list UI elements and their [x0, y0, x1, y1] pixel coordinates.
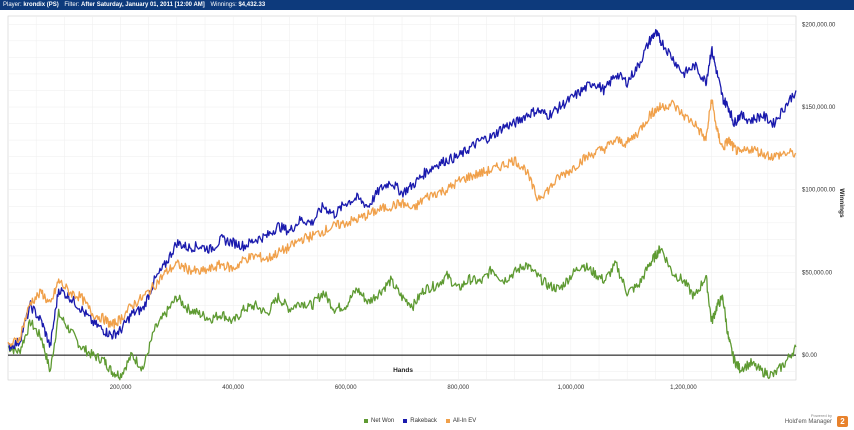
filter-label: Filter:	[64, 2, 80, 8]
branding: Powered by Hold'em Manager 2	[782, 413, 852, 429]
legend-item: Net Won	[364, 418, 394, 424]
legend-swatch	[364, 419, 368, 423]
filter-value: After Saturday, January 01, 2011 [12:00 …	[81, 2, 205, 8]
y-tick-label: $50,000.00	[802, 270, 833, 276]
legend-item: Rakeback	[403, 418, 437, 424]
legend-item: All-In EV	[445, 418, 477, 424]
x-tick-label: 600,000	[335, 385, 357, 391]
x-tick-label: 1,200,000	[670, 385, 697, 391]
y-tick-label: $0.00	[802, 353, 818, 359]
legend-swatch	[445, 419, 450, 423]
y-tick-label: $200,000.00	[802, 22, 836, 28]
legend-swatch	[403, 419, 408, 423]
x-tick-label: 200,000	[110, 385, 132, 391]
chart-grid	[7, 15, 797, 381]
series-lines	[7, 28, 797, 381]
legend-label: All-In EV	[452, 418, 477, 424]
x-axis-label: Hands	[393, 367, 413, 374]
legend-label: Net Won	[371, 418, 395, 424]
x-tick-label: 1,000,000	[558, 385, 585, 391]
brand-logo-icon: 2	[837, 416, 848, 427]
player-value: krondix (PS)	[23, 2, 59, 8]
header-bar: Player: krondix (PS) Filter: After Satur…	[0, 0, 854, 10]
legend-label: Rakeback	[410, 418, 437, 424]
powered-by-text: Powered by	[810, 413, 832, 418]
x-tick-label: 400,000	[222, 385, 244, 391]
series-line-rakeback	[7, 28, 797, 352]
y-axis-label: Winnings	[838, 188, 845, 218]
series-line-all-in-ev	[7, 99, 797, 347]
chart-legend: Net Won Rakeback All-In EV	[364, 418, 485, 425]
y-tick-label: $100,000.00	[802, 188, 836, 194]
player-label: Player:	[3, 2, 22, 8]
winnings-value: $4,432.33	[238, 2, 266, 8]
chart-axes: 200,000 400,000 600,000 800,000 1,000,000 1,2…	[110, 22, 836, 391]
x-tick-label: 800,000	[447, 385, 469, 391]
y-tick-label: $150,000.00	[802, 105, 836, 111]
brand-name: Hold'em Manager	[784, 419, 832, 425]
series-line-net-won	[7, 245, 797, 381]
winnings-label: Winnings:	[210, 2, 237, 8]
winnings-chart: 200,000 400,000 600,000 800,000 1,000,000 1,2…	[7, 15, 845, 391]
